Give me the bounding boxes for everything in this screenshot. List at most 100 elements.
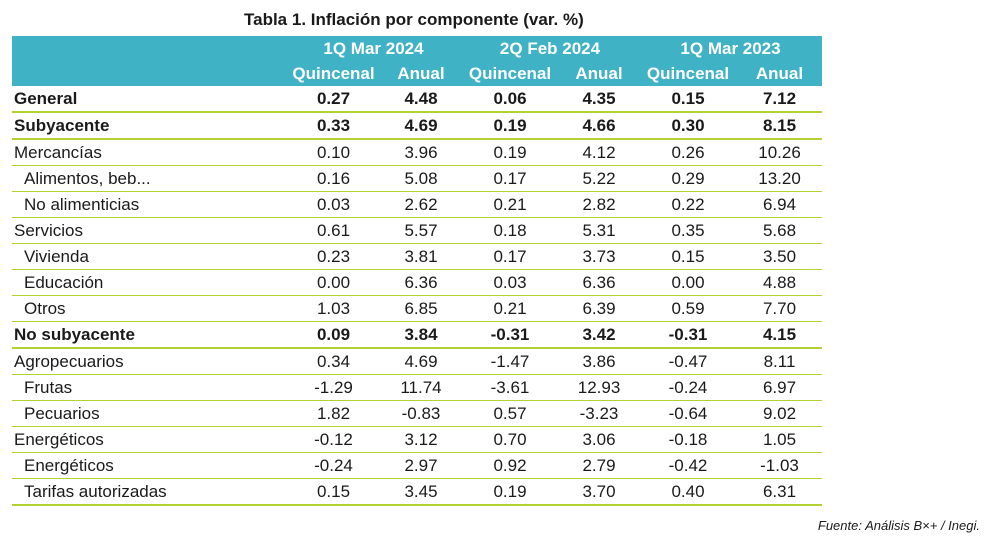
value-cell: -0.42 xyxy=(639,452,738,479)
value-cell: -3.61 xyxy=(461,374,559,401)
value-cell: -0.24 xyxy=(639,374,738,401)
header-period-3: 1Q Mar 2023 xyxy=(639,36,823,61)
value-cell: 3.73 xyxy=(559,243,640,270)
value-cell: 0.03 xyxy=(461,269,559,296)
value-cell: 0.70 xyxy=(461,426,559,453)
value-cell: 3.42 xyxy=(559,321,640,349)
row-label: Otros xyxy=(12,295,286,322)
value-cell: -0.24 xyxy=(286,452,381,479)
value-cell: 0.57 xyxy=(461,400,559,427)
source-note: Fuente: Análisis B×+ / Inegi. xyxy=(817,518,980,533)
value-cell: 0.30 xyxy=(639,112,738,140)
value-cell: 3.06 xyxy=(559,426,640,453)
row-label: Tarifas autorizadas xyxy=(12,478,286,506)
table-row: Subyacente 0.33 4.69 0.19 4.66 0.30 8.15 xyxy=(12,112,823,140)
row-label: Pecuarios xyxy=(12,400,286,427)
subheader-anual-3: Anual xyxy=(737,61,823,86)
value-cell: 0.92 xyxy=(461,452,559,479)
header-row-metrics: Quincenal Anual Quincenal Anual Quincena… xyxy=(12,61,823,86)
value-cell: -0.64 xyxy=(639,400,738,427)
value-cell: 0.19 xyxy=(461,139,559,166)
table-row: Mercancías 0.10 3.96 0.19 4.12 0.26 10.26 xyxy=(12,139,823,166)
value-cell: -1.29 xyxy=(286,374,381,401)
value-cell: 4.48 xyxy=(381,86,461,113)
value-cell: 13.20 xyxy=(737,165,823,192)
value-cell: -0.47 xyxy=(639,348,738,375)
value-cell: 2.97 xyxy=(381,452,461,479)
value-cell: 5.31 xyxy=(559,217,640,244)
value-cell: 7.12 xyxy=(737,86,823,113)
subheader-quincenal-3: Quincenal xyxy=(639,61,738,86)
value-cell: 4.69 xyxy=(381,348,461,375)
value-cell: 6.85 xyxy=(381,295,461,322)
value-cell: 0.18 xyxy=(461,217,559,244)
value-cell: 0.23 xyxy=(286,243,381,270)
table-row: Educación 0.00 6.36 0.03 6.36 0.00 4.88 xyxy=(12,269,823,296)
value-cell: 3.70 xyxy=(559,478,640,506)
value-cell: 0.00 xyxy=(639,269,738,296)
value-cell: 0.26 xyxy=(639,139,738,166)
value-cell: 0.17 xyxy=(461,165,559,192)
table-row: Alimentos, beb... 0.16 5.08 0.17 5.22 0.29 13.… xyxy=(12,165,823,192)
value-cell: 4.12 xyxy=(559,139,640,166)
value-cell: 5.22 xyxy=(559,165,640,192)
value-cell: 0.06 xyxy=(461,86,559,113)
value-cell: 0.15 xyxy=(639,86,738,113)
value-cell: 3.45 xyxy=(381,478,461,506)
subheader-anual-1: Anual xyxy=(381,61,461,86)
row-label: Frutas xyxy=(12,374,286,401)
row-label: Subyacente xyxy=(12,112,286,140)
header-period-2: 2Q Feb 2024 xyxy=(461,36,640,61)
value-cell: -1.03 xyxy=(737,452,823,479)
value-cell: 1.05 xyxy=(737,426,823,453)
value-cell: 0.33 xyxy=(286,112,381,140)
value-cell: 6.31 xyxy=(737,478,823,506)
value-cell: -0.31 xyxy=(639,321,738,349)
value-cell: 1.03 xyxy=(286,295,381,322)
value-cell: 5.68 xyxy=(737,217,823,244)
table-row: Vivienda 0.23 3.81 0.17 3.73 0.15 3.50 xyxy=(12,243,823,270)
value-cell: 0.15 xyxy=(639,243,738,270)
row-label: No alimenticias xyxy=(12,191,286,218)
value-cell: 0.19 xyxy=(461,112,559,140)
value-cell: 3.96 xyxy=(381,139,461,166)
value-cell: 0.29 xyxy=(639,165,738,192)
value-cell: 3.12 xyxy=(381,426,461,453)
value-cell: 0.61 xyxy=(286,217,381,244)
row-label: Energéticos xyxy=(12,452,286,479)
value-cell: 4.88 xyxy=(737,269,823,296)
value-cell: 3.84 xyxy=(381,321,461,349)
value-cell: 0.59 xyxy=(639,295,738,322)
value-cell: 0.35 xyxy=(639,217,738,244)
value-cell: 10.26 xyxy=(737,139,823,166)
value-cell: 2.79 xyxy=(559,452,640,479)
value-cell: -0.83 xyxy=(381,400,461,427)
row-label: Agropecuarios xyxy=(12,348,286,375)
value-cell: 3.50 xyxy=(737,243,823,270)
header-period-1: 1Q Mar 2024 xyxy=(286,36,461,61)
value-cell: 3.81 xyxy=(381,243,461,270)
value-cell: 0.34 xyxy=(286,348,381,375)
row-label: No subyacente xyxy=(12,321,286,349)
row-label: Educación xyxy=(12,269,286,296)
value-cell: 0.10 xyxy=(286,139,381,166)
value-cell: 0.21 xyxy=(461,295,559,322)
value-cell: -0.18 xyxy=(639,426,738,453)
value-cell: 0.21 xyxy=(461,191,559,218)
value-cell: 5.08 xyxy=(381,165,461,192)
value-cell: 8.15 xyxy=(737,112,823,140)
table-row: Agropecuarios 0.34 4.69 -1.47 3.86 -0.47 8.11 xyxy=(12,348,823,375)
value-cell: 9.02 xyxy=(737,400,823,427)
table-row: Energéticos -0.24 2.97 0.92 2.79 -0.42 -1.03 xyxy=(12,452,823,479)
value-cell: 0.17 xyxy=(461,243,559,270)
table-row: Otros 1.03 6.85 0.21 6.39 0.59 7.70 xyxy=(12,295,823,322)
value-cell: 0.22 xyxy=(639,191,738,218)
value-cell: 2.82 xyxy=(559,191,640,218)
value-cell: 6.36 xyxy=(381,269,461,296)
row-label: Alimentos, beb... xyxy=(12,165,286,192)
value-cell: 0.15 xyxy=(286,478,381,506)
value-cell: 12.93 xyxy=(559,374,640,401)
value-cell: 11.74 xyxy=(381,374,461,401)
subheader-anual-2: Anual xyxy=(559,61,640,86)
table-row: Frutas -1.29 11.74 -3.61 12.93 -0.24 6.97 xyxy=(12,374,823,401)
